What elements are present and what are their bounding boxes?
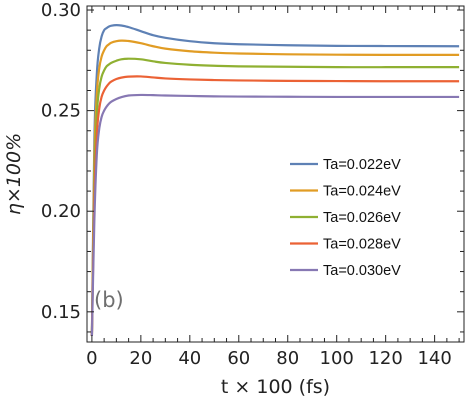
- axis-ticks: [87, 6, 464, 342]
- legend-label-5: Ta=0.030eV: [323, 263, 401, 279]
- panel-label: (b): [94, 288, 124, 312]
- y-axis-title: η×100%: [3, 133, 25, 215]
- x-tick-label: 100: [320, 348, 354, 369]
- y-tick-label: 0.15: [41, 302, 81, 323]
- y-tick-label: 0.25: [41, 101, 81, 122]
- legend: Ta=0.022eV Ta=0.024eV Ta=0.026eV Ta=0.028eV…: [290, 157, 401, 279]
- series-line-4: [90, 75, 460, 336]
- x-tick-label: 80: [276, 348, 299, 369]
- series-line-1: [90, 24, 460, 336]
- x-tick-label: 20: [129, 348, 152, 369]
- legend-label-4: Ta=0.028eV: [323, 237, 401, 253]
- series-line-5: [90, 93, 460, 336]
- x-tick-label: 140: [417, 348, 451, 369]
- series-line-3: [90, 57, 460, 336]
- x-tick-label: 120: [368, 348, 402, 369]
- axis-tick-labels: 0 20 40 60 80 100 120 140 0.15 0.20 0.25 0.30: [41, 0, 452, 369]
- y-tick-label: 0.20: [41, 201, 81, 222]
- y-tick-label: 0.30: [41, 0, 81, 21]
- legend-label-2: Ta=0.024eV: [323, 184, 401, 200]
- legend-label-1: Ta=0.022eV: [323, 157, 401, 173]
- x-tick-label: 0: [86, 348, 97, 369]
- legend-label-3: Ta=0.026eV: [323, 210, 401, 226]
- x-tick-label: 60: [227, 348, 250, 369]
- plot-lines: [90, 24, 460, 336]
- series-line-2: [90, 39, 460, 336]
- x-tick-label: 40: [178, 348, 201, 369]
- plot-frame: [86, 5, 465, 343]
- x-axis-title: t × 100 (fs): [221, 376, 330, 398]
